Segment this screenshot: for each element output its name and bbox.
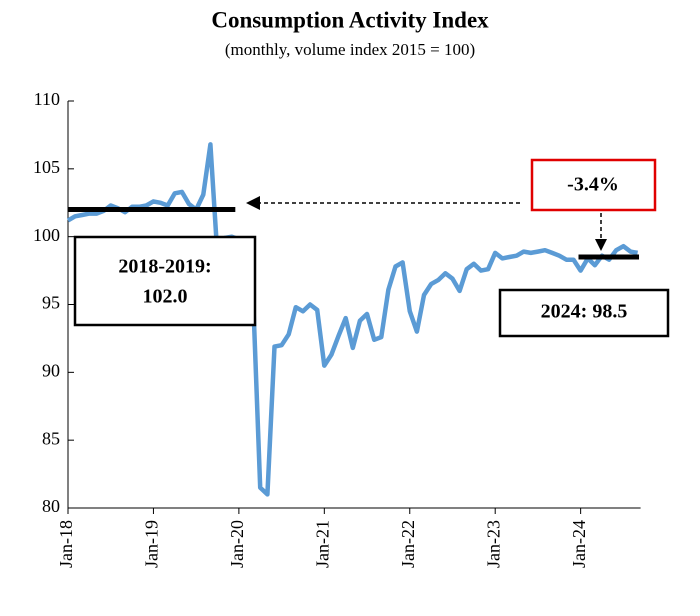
annotation-text: 102.0 (143, 286, 188, 308)
change-box (530, 158, 657, 212)
y-tick-label: 85 (42, 428, 60, 448)
x-tick-label: Jan-20 (227, 520, 247, 568)
annotation-box (498, 288, 670, 338)
y-tick-label: 110 (34, 89, 60, 109)
chart-title: Consumption Activity Index (211, 7, 489, 32)
chart-subtitle: (monthly, volume index 2015 = 100) (225, 40, 475, 59)
x-tick-label: Jan-24 (569, 520, 589, 568)
y-tick-label: 105 (33, 157, 60, 177)
annotation-text: 2024: 98.5 (541, 301, 628, 323)
annotation-text: 2018-2019: (118, 256, 211, 278)
y-tick-label: 100 (33, 225, 60, 245)
y-tick-label: 80 (42, 496, 60, 516)
x-tick-label: Jan-18 (56, 520, 76, 568)
arrow-head (595, 239, 607, 251)
x-tick-label: Jan-21 (312, 520, 332, 568)
x-tick-label: Jan-23 (483, 520, 503, 568)
x-tick-label: Jan-22 (398, 520, 418, 568)
change-label: -3.4% (567, 174, 619, 196)
x-tick-label: Jan-19 (142, 520, 162, 568)
y-tick-label: 95 (42, 293, 60, 313)
data-line (66, 142, 639, 497)
annotation-box (73, 235, 257, 327)
y-tick-label: 90 (42, 360, 60, 380)
arrow-head (246, 196, 260, 210)
